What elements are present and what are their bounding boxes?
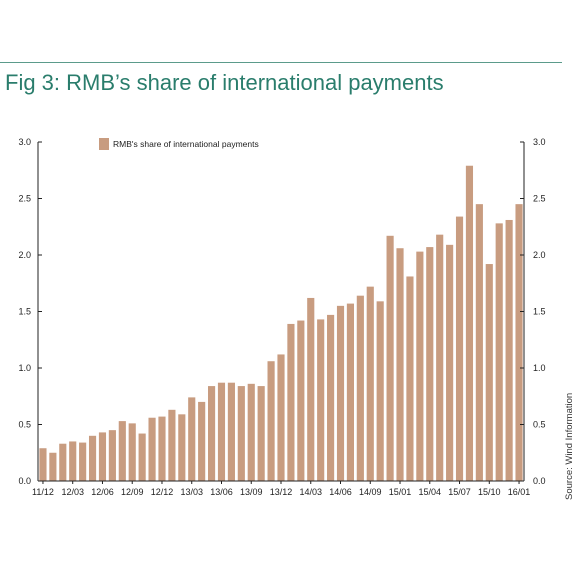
x-tick-label: 13/06 bbox=[210, 487, 233, 497]
y-tick-right-label: 2.0 bbox=[533, 250, 546, 260]
bar-12-05 bbox=[88, 435, 97, 481]
bar-14-09 bbox=[366, 286, 374, 481]
bar-13-05 bbox=[208, 386, 216, 481]
y-axis-right-ticks: 0.0 0.5 1.0 1.5 2.0 2.5 3.0 bbox=[520, 137, 546, 486]
y-tick-left-label: 1.5 bbox=[18, 307, 31, 317]
x-tick-label: 14/09 bbox=[359, 487, 382, 497]
bar-14-04 bbox=[317, 319, 325, 481]
y-tick-right-label: 2.5 bbox=[533, 194, 546, 204]
bar-13-04 bbox=[198, 401, 206, 481]
bar-13-02 bbox=[178, 414, 186, 481]
x-tick-label: 15/10 bbox=[478, 487, 501, 497]
y-tick-right-label: 0.0 bbox=[533, 476, 546, 486]
x-tick-label: 13/09 bbox=[240, 487, 263, 497]
bar-12-09 bbox=[128, 423, 136, 481]
y-tick-left-label: 1.0 bbox=[18, 363, 31, 373]
bar-15-05 bbox=[446, 244, 454, 481]
bar-15-09 bbox=[485, 264, 493, 481]
bar-13-09 bbox=[247, 383, 255, 481]
bars-group bbox=[39, 165, 523, 482]
y-tick-right-label: 0.5 bbox=[533, 420, 546, 430]
bar-15-03 bbox=[426, 247, 434, 481]
y-tick-left-label: 0.0 bbox=[18, 476, 31, 486]
bar-12-02 bbox=[59, 443, 67, 481]
y-tick-left-label: 2.0 bbox=[18, 250, 31, 260]
x-tick-label: 15/01 bbox=[389, 487, 412, 497]
bar-15-02 bbox=[416, 251, 424, 481]
bar-13-06 bbox=[217, 382, 226, 481]
bar-15-07 bbox=[465, 165, 474, 482]
y-tick-left-label: 3.0 bbox=[18, 137, 31, 147]
bar-15-10 bbox=[495, 223, 503, 482]
figure-title: Fig 3: RMB’s share of international paym… bbox=[5, 70, 444, 95]
x-tick-label: 14/06 bbox=[329, 487, 352, 497]
bar-14-01 bbox=[287, 323, 295, 481]
legend-swatch bbox=[99, 138, 109, 150]
bar-12-04 bbox=[79, 442, 87, 481]
x-tick-label: 14/03 bbox=[299, 487, 322, 497]
x-tick-label: 11/12 bbox=[32, 487, 54, 497]
bar-12-11 bbox=[148, 417, 156, 481]
bar-12-06 bbox=[98, 432, 107, 481]
x-tick-label: 12/12 bbox=[151, 487, 174, 497]
bar-14-11 bbox=[386, 235, 394, 481]
y-tick-left-label: 0.5 bbox=[18, 420, 31, 430]
bar-14-06 bbox=[336, 305, 345, 481]
legend: RMB's share of international payments bbox=[99, 138, 259, 150]
bar-15-11 bbox=[505, 219, 513, 481]
bar-15-06 bbox=[455, 216, 464, 481]
top-rule bbox=[0, 62, 562, 63]
y-tick-left-label: 2.5 bbox=[18, 194, 31, 204]
bar-13-03 bbox=[188, 397, 196, 481]
bar-11-12 bbox=[39, 448, 47, 481]
bar-13-08 bbox=[237, 386, 245, 481]
x-tick-label: 13/12 bbox=[270, 487, 293, 497]
bar-12-07 bbox=[108, 430, 116, 481]
y-tick-right-label: 3.0 bbox=[533, 137, 546, 147]
bar-12-10 bbox=[138, 433, 146, 481]
bar-14-05 bbox=[327, 314, 335, 481]
bar-12-01 bbox=[49, 452, 57, 481]
bar-14-10 bbox=[376, 301, 384, 481]
bar-14-12 bbox=[396, 248, 404, 481]
y-tick-right-label: 1.0 bbox=[533, 363, 546, 373]
bar-13-11 bbox=[267, 361, 275, 481]
bar-13-12 bbox=[277, 354, 285, 481]
x-tick-label: 15/07 bbox=[448, 487, 471, 497]
source-label: Source: Wind Information bbox=[564, 393, 575, 500]
x-tick-label: 16/01 bbox=[508, 487, 531, 497]
bar-14-08 bbox=[356, 295, 364, 481]
y-tick-right-label: 1.5 bbox=[533, 307, 546, 317]
y-axis-left-ticks: 0.0 0.5 1.0 1.5 2.0 2.5 3.0 bbox=[18, 137, 42, 486]
bar-13-01 bbox=[168, 409, 176, 481]
bar-14-07 bbox=[346, 303, 354, 481]
bar-14-02 bbox=[297, 320, 305, 481]
bar-13-10 bbox=[257, 386, 265, 481]
x-tick-label: 12/03 bbox=[61, 487, 84, 497]
bar-15-01 bbox=[406, 276, 414, 481]
legend-label: RMB's share of international payments bbox=[113, 139, 259, 149]
x-axis-ticks: 11/12 12/03 12/06 12/09 12/12 13/03 13/06 13/09… bbox=[32, 481, 530, 497]
bar-14-03 bbox=[307, 297, 315, 481]
x-tick-label: 12/09 bbox=[121, 487, 144, 497]
bar-15-04 bbox=[436, 234, 444, 481]
bar-13-07 bbox=[227, 382, 235, 481]
bar-12-03 bbox=[69, 441, 77, 481]
bar-12-12 bbox=[158, 416, 166, 481]
bar-12-08 bbox=[118, 421, 126, 481]
x-tick-label: 12/06 bbox=[91, 487, 114, 497]
bar-15-12 bbox=[515, 204, 523, 481]
x-tick-label: 13/03 bbox=[180, 487, 203, 497]
bar-15-08 bbox=[475, 204, 483, 481]
x-tick-label: 15/04 bbox=[419, 487, 442, 497]
